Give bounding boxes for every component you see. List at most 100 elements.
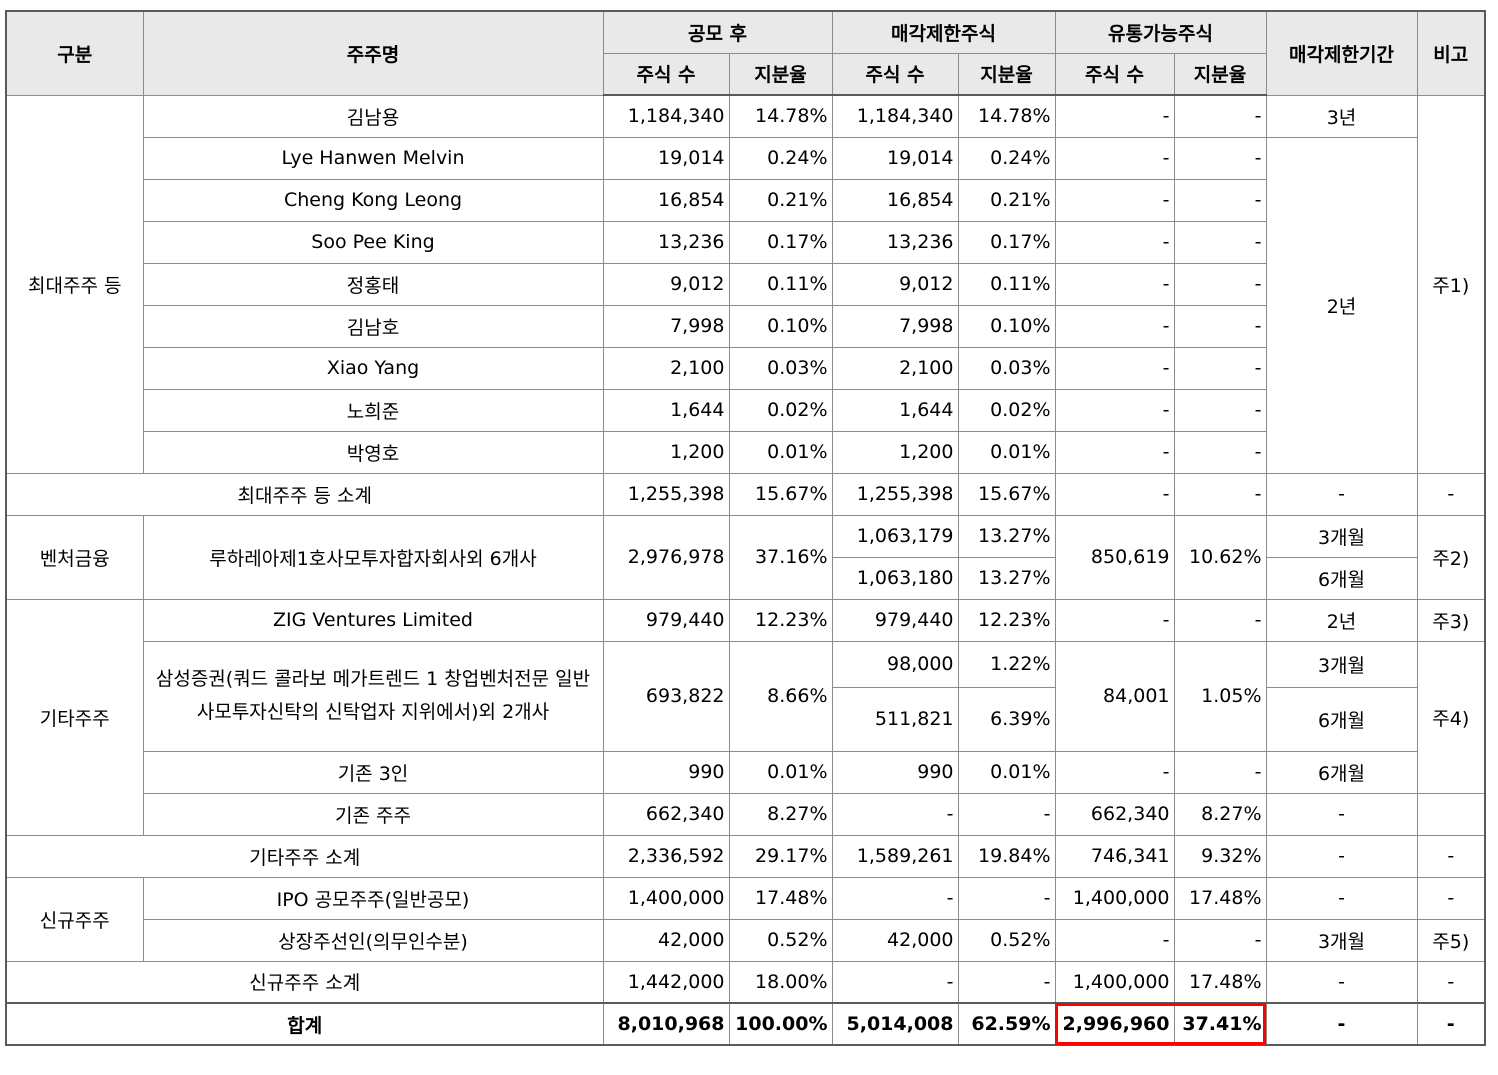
header-after-shares: 주식 수: [602, 52, 730, 96]
tradable-shares: -: [1054, 220, 1175, 264]
restricted-ratio: 13.27%: [957, 514, 1056, 558]
holder-name: 박영호: [142, 430, 604, 474]
after-ratio: 18.00%: [728, 960, 833, 1004]
restricted-ratio: 14.78%: [957, 94, 1056, 138]
after-ratio: 15.67%: [728, 472, 833, 516]
tradable-shares: 84,001: [1054, 640, 1175, 752]
restricted-shares: 42,000: [831, 918, 959, 962]
restricted-ratio: 0.03%: [957, 346, 1056, 390]
holder-name: 기존 주주: [142, 792, 604, 836]
after-shares: 19,014: [602, 136, 730, 180]
note: -: [1416, 834, 1486, 878]
tradable-ratio: -: [1173, 472, 1267, 516]
restricted-shares: -: [831, 792, 959, 836]
tradable-shares: -: [1054, 136, 1175, 180]
restricted-shares: 1,255,398: [831, 472, 959, 516]
after-ratio: 14.78%: [728, 94, 833, 138]
restricted-ratio: 0.17%: [957, 220, 1056, 264]
after-ratio: 8.66%: [728, 640, 833, 752]
tradable-ratio-highlighted: 37.41%: [1173, 1002, 1267, 1046]
after-ratio: 0.24%: [728, 136, 833, 180]
table-row: 정홍태 9,012 0.11% 9,012 0.11% - -: [6, 262, 1485, 306]
shareholder-table-container: 구분 주주명 공모 후 매각제한주식 유통가능주식 매각제한기간 비고 주식 수…: [5, 10, 1486, 1046]
restricted-shares: 1,063,179: [831, 514, 959, 558]
holder-name: 상장주선인(의무인수분): [142, 918, 604, 962]
restricted-ratio: 12.23%: [957, 598, 1056, 642]
holder-name: Soo Pee King: [142, 220, 604, 264]
after-ratio: 0.10%: [728, 304, 833, 348]
after-shares: 7,998: [602, 304, 730, 348]
after-ratio: 0.01%: [728, 750, 833, 794]
note: -: [1416, 876, 1486, 920]
restricted-ratio: 0.10%: [957, 304, 1056, 348]
table-row: 박영호 1,200 0.01% 1,200 0.01% - -: [6, 430, 1485, 474]
holder-name: 노희준: [142, 388, 604, 432]
restricted-ratio: 13.27%: [957, 556, 1056, 600]
restricted-ratio: 1.22%: [957, 640, 1056, 688]
lockup-period: 3년: [1265, 94, 1418, 138]
tradable-shares-highlighted: 2,996,960: [1054, 1002, 1175, 1046]
after-ratio: 8.27%: [728, 792, 833, 836]
restricted-shares: 1,063,180: [831, 556, 959, 600]
after-shares: 16,854: [602, 178, 730, 222]
table-row: 김남호 7,998 0.10% 7,998 0.10% - -: [6, 304, 1485, 348]
restricted-shares: 1,200: [831, 430, 959, 474]
header-tradable: 유통가능주식: [1054, 10, 1267, 54]
tradable-shares: -: [1054, 430, 1175, 474]
restricted-shares: 979,440: [831, 598, 959, 642]
after-shares: 1,255,398: [602, 472, 730, 516]
restricted-shares: 16,854: [831, 178, 959, 222]
restricted-ratio: 62.59%: [957, 1002, 1056, 1046]
tradable-shares: -: [1054, 388, 1175, 432]
lockup-period: 2년: [1265, 136, 1418, 474]
after-ratio: 100.00%: [728, 1002, 833, 1046]
restricted-ratio: 0.11%: [957, 262, 1056, 306]
tradable-ratio: 10.62%: [1173, 514, 1267, 600]
after-shares: 2,100: [602, 346, 730, 390]
header-holder: 주주명: [142, 10, 604, 96]
restricted-ratio: 0.01%: [957, 750, 1056, 794]
tradable-ratio: -: [1173, 598, 1267, 642]
after-ratio: 0.52%: [728, 918, 833, 962]
holder-name: 김남호: [142, 304, 604, 348]
after-shares: 42,000: [602, 918, 730, 962]
tradable-shares: 1,400,000: [1054, 876, 1175, 920]
tradable-ratio: -: [1173, 136, 1267, 180]
tradable-shares: -: [1054, 262, 1175, 306]
tradable-ratio: -: [1173, 918, 1267, 962]
restricted-shares: 1,644: [831, 388, 959, 432]
after-ratio: 0.01%: [728, 430, 833, 474]
note-5: 주5): [1416, 918, 1486, 962]
header-note: 비고: [1416, 10, 1486, 96]
restricted-ratio: 0.01%: [957, 430, 1056, 474]
tradable-shares: -: [1054, 346, 1175, 390]
lockup-period: 6개월: [1265, 556, 1418, 600]
header-after-ipo: 공모 후: [602, 10, 833, 54]
group-venture: 벤처금융: [5, 514, 144, 600]
lockup-period: -: [1265, 960, 1418, 1004]
table-row: 최대주주 등 김남용 1,184,340 14.78% 1,184,340 14…: [5, 94, 1486, 474]
note-3: 주3): [1416, 598, 1486, 642]
holder-name: 기존 3인: [142, 750, 604, 794]
after-ratio: 0.02%: [728, 388, 833, 432]
after-shares: 13,236: [602, 220, 730, 264]
subtotal-label: 신규주주 소계: [5, 960, 604, 1004]
header-restricted-ratio: 지분율: [957, 52, 1056, 96]
restricted-shares: 9,012: [831, 262, 959, 306]
restricted-ratio: -: [957, 960, 1056, 1004]
restricted-ratio: -: [957, 792, 1056, 836]
after-ratio: 0.21%: [728, 178, 833, 222]
note-1: 주1): [1416, 94, 1486, 474]
subtotal-row: 신규주주 소계 1,442,000 18.00% - - 1,400,000 1…: [5, 960, 1486, 1004]
table-row: 노희준 1,644 0.02% 1,644 0.02% - -: [6, 388, 1485, 432]
after-shares: 1,184,340: [602, 94, 730, 138]
tradable-ratio: 8.27%: [1173, 792, 1267, 836]
after-shares: 990: [602, 750, 730, 794]
tradable-ratio: -: [1173, 220, 1267, 264]
after-ratio: 0.03%: [728, 346, 833, 390]
table-row: 기존 주주 662,340 8.27% - - 662,340 8.27% -: [6, 792, 1486, 836]
lockup-period: 2년: [1265, 598, 1418, 642]
after-ratio: 12.23%: [728, 598, 833, 642]
tradable-ratio: -: [1173, 430, 1267, 474]
after-shares: 9,012: [602, 262, 730, 306]
